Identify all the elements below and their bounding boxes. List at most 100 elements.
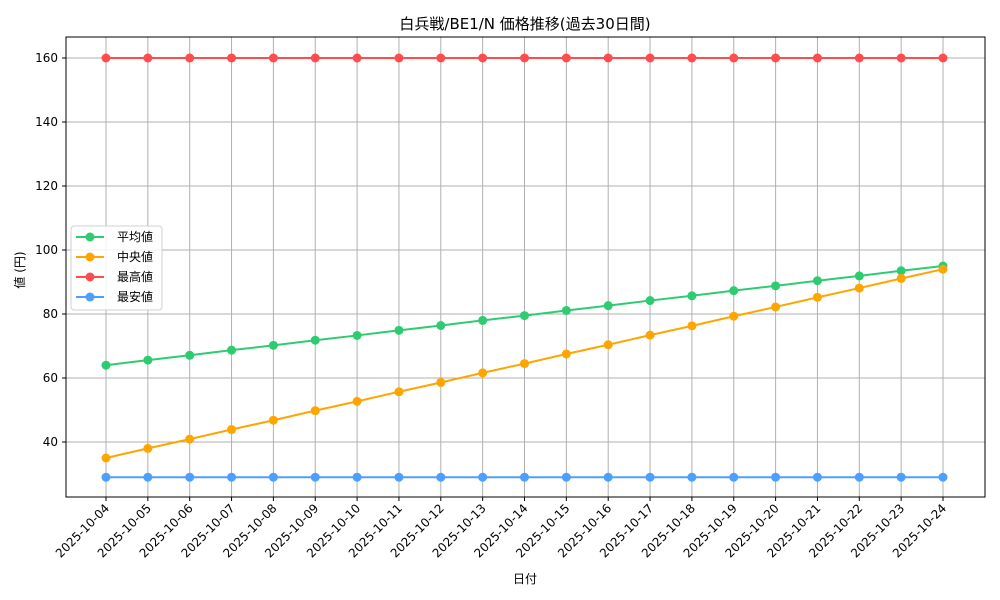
data-point xyxy=(771,472,781,482)
y-tick-label: 160 xyxy=(35,51,58,65)
data-point xyxy=(729,286,739,296)
data-point xyxy=(854,271,864,281)
data-point xyxy=(645,330,655,340)
data-point xyxy=(561,305,571,315)
data-point xyxy=(436,472,446,482)
y-tick-label: 120 xyxy=(35,179,58,193)
data-point xyxy=(729,311,739,321)
data-point xyxy=(227,472,237,482)
legend-label: 最安値 xyxy=(117,289,153,304)
plot-frame xyxy=(65,36,986,498)
data-point xyxy=(436,377,446,387)
data-point xyxy=(227,425,237,435)
data-point xyxy=(101,360,111,370)
data-point xyxy=(436,321,446,331)
data-point xyxy=(729,472,739,482)
data-point xyxy=(268,340,278,350)
y-tick-label: 100 xyxy=(35,243,58,257)
series-group xyxy=(101,53,948,482)
y-tick-label: 140 xyxy=(35,115,58,129)
chart-title: 白兵戦/BE1/N 価格推移(過去30日間) xyxy=(399,15,650,33)
y-tick-label: 80 xyxy=(43,307,58,321)
legend-marker xyxy=(85,272,95,282)
y-axis-label: 値 (円) xyxy=(12,251,27,288)
data-point xyxy=(603,301,613,311)
data-point xyxy=(185,350,195,360)
data-point xyxy=(771,281,781,291)
data-point xyxy=(394,53,404,63)
data-point xyxy=(310,472,320,482)
x-axis: 2025-10-042025-10-052025-10-062025-10-07… xyxy=(53,497,949,560)
legend-label: 平均値 xyxy=(117,229,153,244)
data-point xyxy=(812,292,822,302)
legend-box xyxy=(70,225,163,311)
legend-marker xyxy=(85,232,95,242)
data-point xyxy=(854,53,864,63)
data-point xyxy=(143,443,153,453)
data-point xyxy=(687,53,697,63)
data-point xyxy=(227,345,237,355)
data-point xyxy=(771,302,781,312)
data-point xyxy=(771,53,781,63)
data-point xyxy=(101,453,111,463)
data-point xyxy=(520,359,529,369)
data-point xyxy=(394,472,404,482)
data-point xyxy=(310,53,320,63)
data-point xyxy=(478,315,488,325)
data-point xyxy=(352,330,362,340)
data-point xyxy=(520,472,529,482)
data-point xyxy=(478,472,488,482)
data-point xyxy=(561,472,571,482)
data-point xyxy=(352,472,362,482)
data-point xyxy=(561,349,571,359)
data-point xyxy=(812,472,822,482)
data-point xyxy=(268,53,278,63)
y-axis: 40 60 80 100 120 140 160 xyxy=(35,51,66,449)
data-point xyxy=(938,53,948,63)
data-point xyxy=(645,53,655,63)
data-point xyxy=(185,53,195,63)
data-point xyxy=(143,472,153,482)
legend-marker xyxy=(85,252,95,262)
data-point xyxy=(352,396,362,406)
grid xyxy=(66,37,985,497)
y-tick-label: 40 xyxy=(43,435,58,449)
data-point xyxy=(520,311,529,321)
data-point xyxy=(268,415,278,425)
data-point xyxy=(812,276,822,286)
data-point xyxy=(645,296,655,306)
data-point xyxy=(394,387,404,397)
data-point xyxy=(938,472,948,482)
data-point xyxy=(436,53,446,63)
data-point xyxy=(687,472,697,482)
data-point xyxy=(227,53,237,63)
y-tick-label: 60 xyxy=(43,371,58,385)
data-point xyxy=(143,53,153,63)
data-point xyxy=(310,335,320,345)
data-point xyxy=(896,472,906,482)
data-point xyxy=(896,273,906,283)
data-point xyxy=(268,472,278,482)
data-point xyxy=(854,283,864,293)
data-point xyxy=(185,434,195,444)
data-point xyxy=(143,355,153,365)
data-point xyxy=(561,53,571,63)
data-point xyxy=(101,472,111,482)
data-point xyxy=(896,53,906,63)
data-point xyxy=(352,53,362,63)
data-point xyxy=(478,53,488,63)
data-point xyxy=(812,53,822,63)
data-point xyxy=(854,472,864,482)
legend-marker xyxy=(85,292,95,302)
data-point xyxy=(478,368,488,378)
data-point xyxy=(938,264,948,274)
legend-label: 中央値 xyxy=(117,249,153,264)
data-point xyxy=(603,53,613,63)
data-point xyxy=(185,472,195,482)
data-point xyxy=(394,325,404,335)
legend-label: 最高値 xyxy=(117,269,153,284)
data-point xyxy=(310,406,320,416)
data-point xyxy=(520,53,529,63)
